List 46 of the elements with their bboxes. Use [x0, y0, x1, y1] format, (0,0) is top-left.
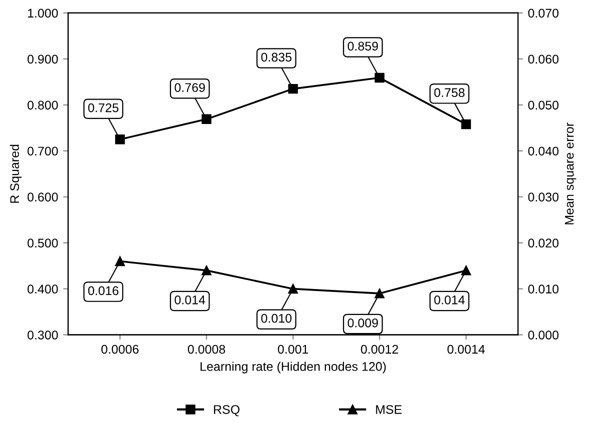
data-label: 0.016	[88, 286, 118, 296]
point	[202, 114, 212, 124]
y2-tick-label: 0.000	[528, 330, 559, 340]
y2-tick-label: 0.050	[528, 100, 559, 110]
data-label: 0.769	[174, 83, 205, 92]
y-tick-label: 0.800	[28, 100, 58, 110]
data-label: 0.010	[261, 314, 292, 323]
data-label: 0.758	[434, 88, 465, 98]
x-tick-label: 0.0014	[447, 344, 485, 354]
y-tick-label: 0.900	[28, 54, 58, 64]
y2-tick-label: 0.060	[528, 54, 559, 64]
legend-label: MSE	[376, 405, 402, 414]
x-tick-label: 0.001	[278, 344, 308, 354]
y-tick-label: 1.000	[28, 8, 58, 18]
data-label: 0.014	[434, 295, 465, 304]
x-tick-label: 0.0012	[360, 344, 398, 354]
x-tick-label: 0.0006	[101, 344, 139, 354]
point	[115, 256, 125, 266]
y2-tick-label: 0.040	[528, 146, 559, 156]
y-tick-label: 0.500	[28, 238, 58, 248]
x-axis-title: Learning rate (Hidden nodes 120)	[200, 362, 386, 374]
point	[288, 284, 298, 294]
point	[288, 84, 298, 94]
y2-tick-label: 0.020	[528, 238, 559, 248]
y2-tick-label: 0.070	[528, 8, 559, 18]
point	[374, 72, 384, 83]
y-tick-label: 0.700	[28, 146, 58, 156]
y-tick-label: 0.600	[28, 192, 58, 202]
y2-axis-title: Mean square error	[565, 122, 576, 224]
y2-tick-label: 0.030	[528, 192, 559, 202]
point	[374, 288, 384, 298]
data-label: 0.859	[348, 42, 378, 51]
legend-label: RSQ	[214, 405, 240, 416]
data-label: 0.009	[348, 318, 378, 328]
data-label: 0.014	[174, 295, 206, 304]
y-axis-title: R Squared	[10, 144, 22, 203]
point	[461, 119, 471, 130]
point	[461, 266, 471, 276]
y-tick-label: 0.300	[28, 330, 58, 340]
data-label: 0.835	[261, 52, 292, 62]
y2-tick-label: 0.010	[528, 284, 559, 294]
x-tick-label: 0.0008	[188, 344, 226, 354]
data-label: 0.725	[88, 103, 118, 112]
point	[115, 134, 125, 144]
y-tick-label: 0.400	[28, 284, 58, 294]
point	[202, 266, 212, 276]
